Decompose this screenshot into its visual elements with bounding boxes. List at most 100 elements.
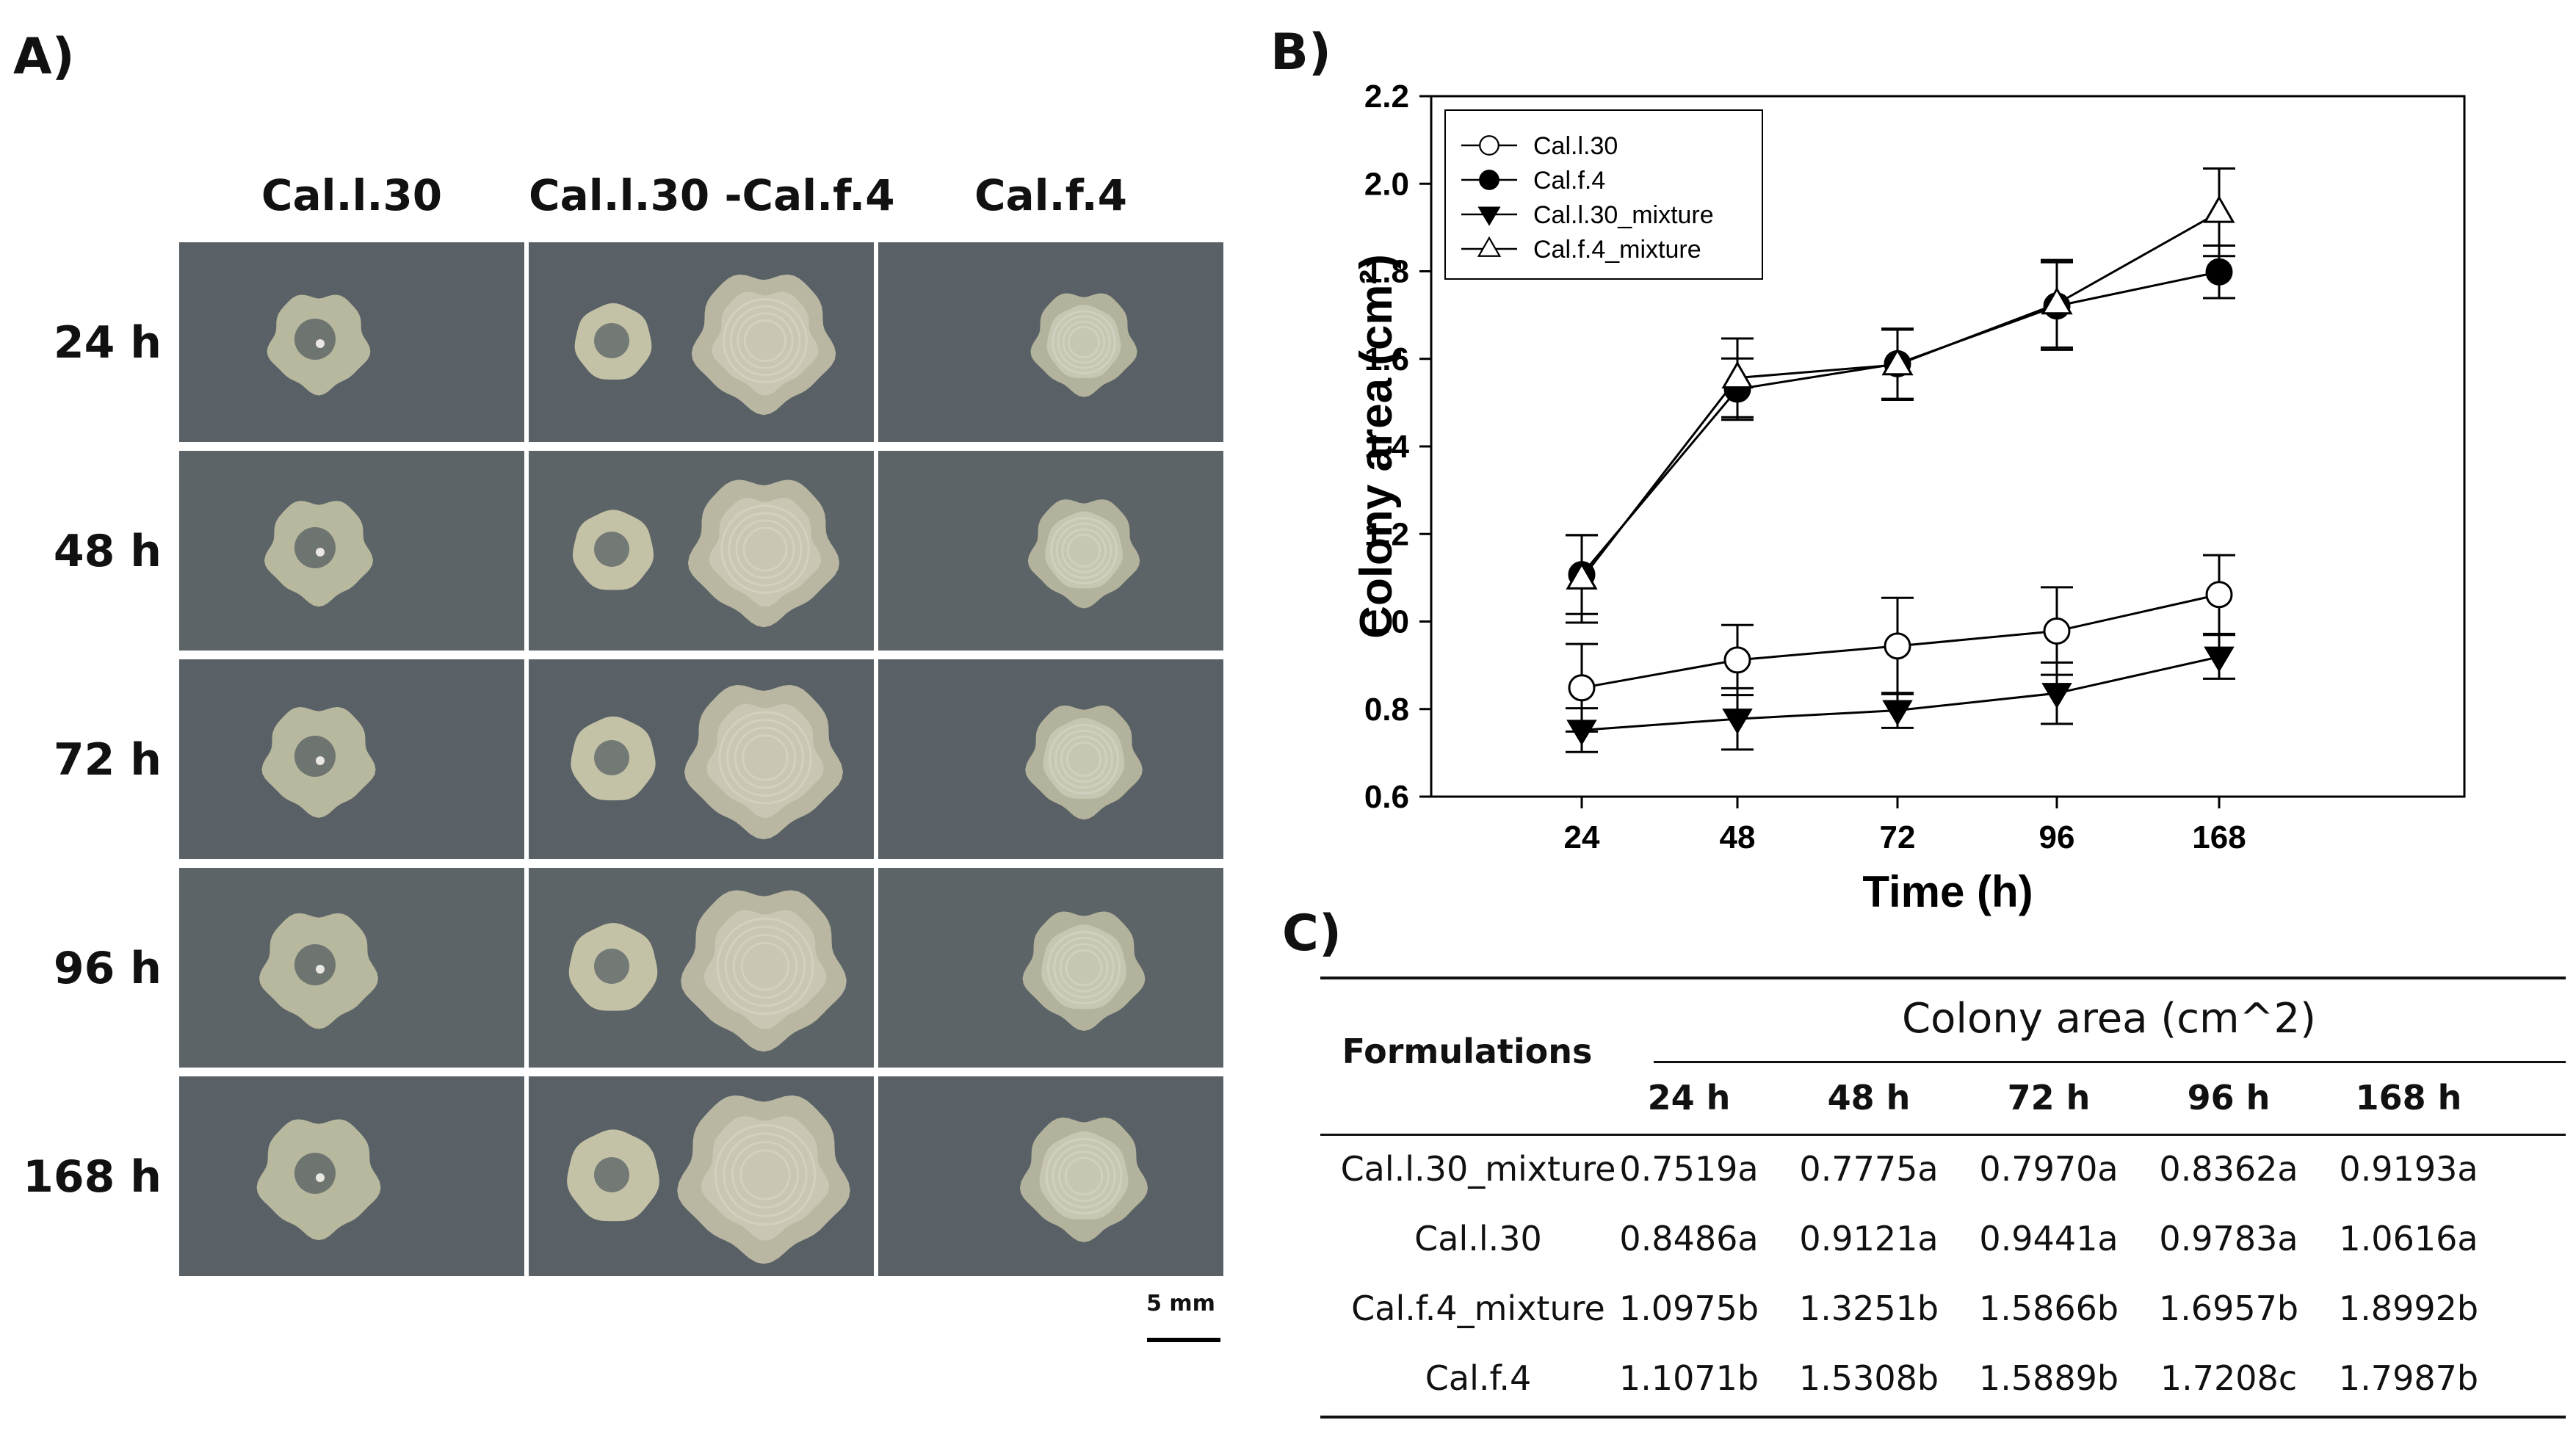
plate-photo [179,1076,524,1276]
y-tick-label: 1.0 [1364,604,1409,640]
plate-photo [529,868,874,1068]
panel-c-label: C) [1282,905,1342,963]
plate-photo [179,659,524,859]
table-cell: 1.5889b [1978,1358,2119,1398]
table-column-header: 48 h [1827,1078,1911,1117]
table-cell: 1.7208c [2160,1358,2298,1398]
panel-a-plate-photos: A) Cal.l.30 Cal.l.30 -Cal.f.4 Cal.f.4 24… [0,0,1263,1431]
data-point [1479,170,1499,190]
legend-label: Cal.l.30 [1533,132,1618,160]
series-cal-l-30-mixture [1566,634,2235,753]
table-cell: 0.8486a [1619,1219,1759,1258]
table-cell: 1.0975b [1618,1289,1759,1328]
plate-photo [878,868,1223,1068]
row-label-48h: 48 h [53,526,162,577]
data-point [2041,683,2072,709]
column-header-cal-l-30: Cal.l.30 [261,170,443,220]
table-cell: 1.5308b [1798,1358,1939,1398]
plate-photo [878,1076,1223,1276]
table-cell: 0.9441a [1979,1219,2119,1258]
table-row-header: Formulations [1342,1032,1593,1071]
plate-photo [878,451,1223,651]
table-cell: 0.9121a [1799,1219,1939,1258]
x-tick-label: 168 [2192,819,2246,855]
y-tick-label: 1.6 [1364,341,1409,377]
table-group-header: Colony area (cm^2) [1902,995,2316,1043]
x-tick-label: 24 [1564,819,1600,855]
table-column-header: 168 h [2355,1078,2462,1117]
plate-photo [179,868,524,1068]
data-point [1884,632,1911,660]
legend-box [1444,109,1763,280]
colony-area-chart: 0.6 0.8 1.0 1.2 1.4 1.6 1.8 2.0 2.2 24 48 72 96 168 Ti… [1351,79,2466,916]
table-row-name: Cal.f.4_mixture [1351,1289,1605,1328]
column-header-co-culture: Cal.l.30 -Cal.f.4 [529,170,895,220]
table-cell: 1.0616a [2339,1219,2478,1258]
table-column-header: 96 h [2187,1078,2271,1117]
scale-bar [1147,1338,1220,1342]
legend-label: Cal.f.4 [1533,167,1605,195]
y-tick-label: 2.2 [1364,79,1409,115]
table-header-rule [1320,1134,2566,1136]
table-column-header: 72 h [2007,1078,2091,1117]
table-top-rule [1320,977,2566,979]
table-cell: 1.3251b [1798,1289,1939,1328]
table-cell: 0.8362a [2159,1149,2298,1189]
x-tick-label: 72 [1880,819,1916,855]
data-point [2203,195,2235,223]
data-point [1723,646,1751,674]
plate-photo [529,451,874,651]
y-tick-label: 1.4 [1364,429,1410,465]
data-point [1882,700,1913,726]
table-row-name: Cal.f.4 [1425,1358,1532,1398]
row-label-168h: 168 h [23,1151,162,1203]
plate-photo [878,659,1223,859]
data-point [1721,361,1754,389]
table-row-name: Cal.l.30 [1414,1219,1542,1258]
series-cal-l-30 [1566,554,2235,733]
y-tick-label: 1.2 [1364,516,1409,552]
data-point [1881,347,1914,376]
data-point [2204,646,2235,673]
panel-a-label: A) [13,28,75,86]
table-cell: 0.7519a [1619,1149,1759,1189]
data-point [1566,562,1598,590]
data-point [2041,286,2073,315]
plate-photo [529,242,874,442]
column-header-cal-f-4: Cal.f.4 [974,170,1128,220]
table-group-rule [1654,1061,2566,1063]
plate-photo [179,242,524,442]
panel-b-label: B) [1270,23,1331,81]
series-cal-f-4 [1566,244,2235,615]
x-tick-label: 48 [1720,819,1756,855]
plate-photo [529,659,874,859]
table-cell: 0.7775a [1799,1149,1939,1189]
y-tick-label: 0.6 [1364,779,1409,815]
table-column-header: 24 h [1647,1078,1731,1117]
panel-c-table: C) Formulations Colony area (cm^2) 24 h 4… [1263,896,2576,1431]
y-axis-label: Colony area (cm²) [1351,254,1402,639]
table-cell: 1.8992b [2338,1289,2479,1328]
table-cell: 0.7970a [1979,1149,2119,1189]
plate-photo [529,1076,874,1276]
x-tick-label: 96 [2039,819,2075,855]
table-cell: 1.7987b [2338,1358,2479,1398]
table-bottom-rule [1320,1416,2566,1419]
data-point [1479,135,1499,156]
data-point [2205,258,2233,286]
data-point [2043,617,2071,645]
scale-bar-label: 5 mm [1146,1291,1215,1316]
table-cell: 1.5866b [1978,1289,2119,1328]
x-axis-label: Time (h) [1862,867,2033,916]
data-point [1722,709,1753,735]
table-cell: 1.6957b [2158,1289,2299,1328]
row-label-96h: 96 h [53,943,162,994]
table-cell: 1.1071b [1618,1358,1759,1398]
legend: Cal.l.30 Cal.f.4 Cal.l.30_mixture Cal.f.4_m… [1444,109,1763,280]
y-tick-label: 0.8 [1364,692,1409,728]
panel-b-line-chart: B) 0.6 0.8 1.0 1.2 1.4 1.6 1.8 2.0 2.2 24 48 72 96 16… [1263,0,2576,925]
legend-label: Cal.l.30_mixture [1533,201,1714,229]
table-cell: 0.9783a [2159,1219,2298,1258]
y-tick-label: 1.8 [1364,254,1409,290]
data-point [1566,720,1597,746]
